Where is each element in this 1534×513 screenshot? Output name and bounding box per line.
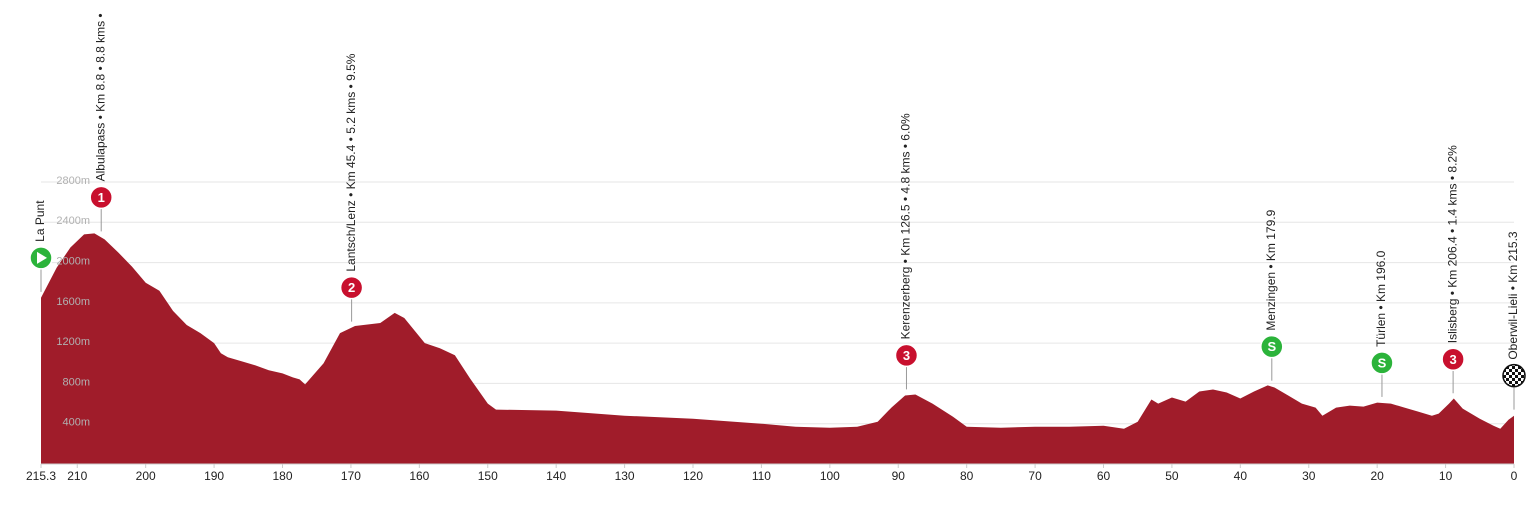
finish-icon (1502, 363, 1526, 388)
marker: 1 Albulapass • Km 8.8 • 8.8 kms • (89, 13, 113, 232)
start-arrow (37, 251, 47, 264)
climb-icon (894, 343, 919, 368)
marker-label: Oberwil-Lieli • Km 215.3 (1506, 231, 1520, 360)
elevation-area (41, 233, 1514, 464)
y-tick-label: 2000m (56, 255, 90, 267)
x-tick-label: 120 (683, 469, 703, 483)
x-tick-label: 60 (1097, 469, 1111, 483)
marker-label: Albulapass • Km 8.8 • 8.8 kms • (93, 13, 107, 181)
x-tick-label: 140 (546, 469, 566, 483)
marker-badge: S (1378, 355, 1387, 370)
marker-badge: 3 (1449, 352, 1456, 367)
marker-label: La Punt (33, 200, 47, 242)
marker-label: Türlen • Km 196.0 (1374, 250, 1388, 347)
marker: S Türlen • Km 196.0 (1370, 250, 1394, 397)
sprint-icon (1260, 334, 1284, 359)
y-tick-label: 400m (62, 417, 90, 429)
marker: 3 Kerenzerberg • Km 126.5 • 4.8 kms • 6.0… (894, 113, 919, 390)
y-tick-label: 2400m (56, 215, 90, 227)
marker: 3 Islisberg • Km 206.4 • 1.4 kms • 8.2% (1441, 145, 1465, 394)
x-tick-label: 90 (892, 469, 906, 483)
climb-icon (339, 275, 364, 300)
x-tick-label: 20 (1370, 469, 1384, 483)
y-tick-label: 1200m (56, 336, 90, 348)
x-tick-label: 170 (341, 469, 361, 483)
sprint-icon (1370, 351, 1394, 375)
x-tick-label: 210 (67, 469, 87, 483)
marker-badge: 2 (348, 280, 355, 295)
x-tick-label: 160 (409, 469, 429, 483)
marker-badge: S (1267, 339, 1276, 354)
x-tick-label: 30 (1302, 469, 1316, 483)
marker-label: Islisberg • Km 206.4 • 1.4 kms • 8.2% (1445, 145, 1459, 343)
x-tick-label: 80 (960, 469, 974, 483)
x-tick-label: 190 (204, 469, 224, 483)
marker-label: Lantsch/Lenz • Km 45.4 • 5.2 kms • 9.5% (344, 53, 358, 271)
x-tick-label: 150 (478, 469, 498, 483)
marker: La Punt (29, 200, 53, 292)
x-tick-label: 200 (136, 469, 156, 483)
marker: S Menzingen • Km 179.9 (1260, 209, 1284, 381)
marker-label: Kerenzerberg • Km 126.5 • 4.8 kms • 6.0% (899, 113, 913, 339)
climb-icon (1441, 347, 1465, 372)
x-tick-label: 40 (1234, 469, 1248, 483)
marker: Oberwil-Lieli • Km 215.3 (1502, 231, 1526, 410)
x-tick-label: 215.3 (26, 469, 56, 483)
marker: 2 Lantsch/Lenz • Km 45.4 • 5.2 kms • 9.5% (339, 53, 364, 322)
y-tick-label: 2800m (56, 175, 90, 187)
x-tick-label: 0 (1511, 469, 1518, 483)
marker-badge: 3 (903, 348, 910, 363)
marker-label: Menzingen • Km 179.9 (1264, 209, 1278, 330)
y-tick-label: 800m (62, 376, 90, 388)
x-tick-label: 50 (1165, 469, 1179, 483)
y-tick-label: 1600m (56, 296, 90, 308)
marker-badge: 1 (98, 190, 105, 205)
x-tick-label: 70 (1028, 469, 1042, 483)
x-tick-label: 180 (272, 469, 292, 483)
x-tick-label: 110 (752, 469, 771, 483)
x-tick-label: 100 (820, 469, 840, 483)
climb-icon (89, 185, 113, 210)
x-tick-label: 130 (615, 469, 635, 483)
x-tick-label: 10 (1439, 469, 1453, 483)
